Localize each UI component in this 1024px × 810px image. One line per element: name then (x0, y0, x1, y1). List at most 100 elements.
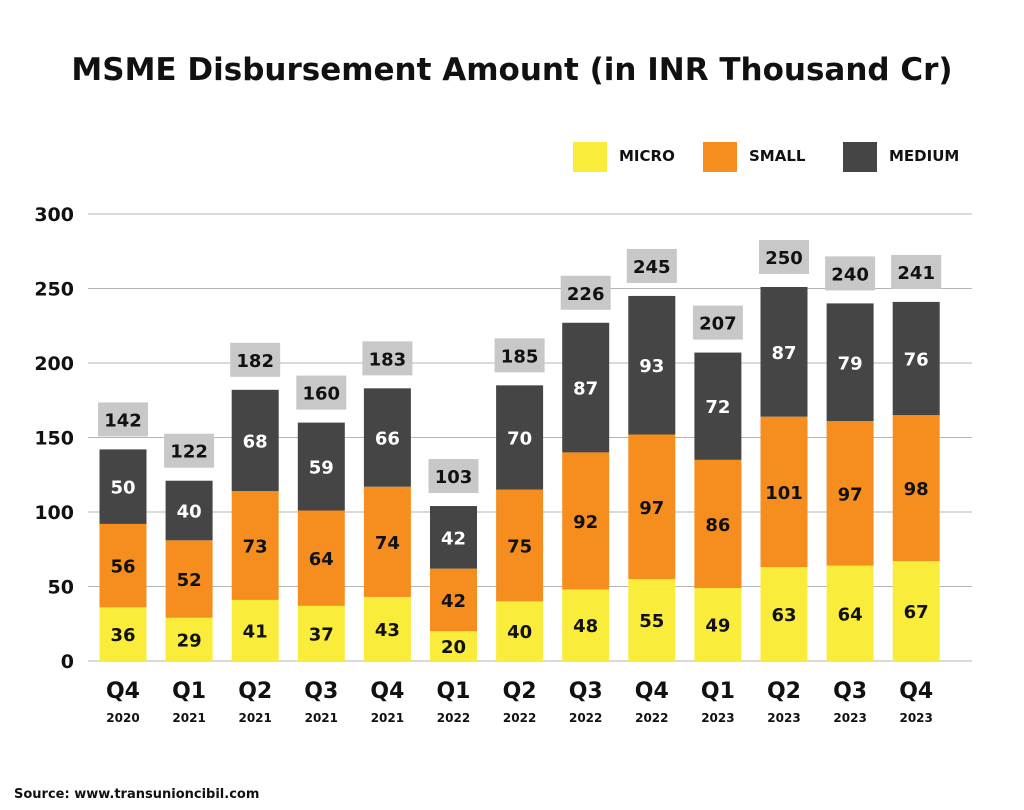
data-label-medium: 40 (177, 502, 202, 523)
x-tick-year: 2023 (767, 711, 800, 725)
x-tick-year: 2021 (238, 711, 271, 725)
y-tick-label: 100 (34, 502, 74, 524)
data-label-micro: 49 (705, 615, 730, 636)
x-tick-quarter: Q3 (304, 679, 338, 704)
data-label-medium: 87 (573, 379, 598, 400)
total-label: 185 (501, 346, 539, 367)
data-label-small: 52 (177, 570, 202, 591)
bar-segment-small (628, 434, 676, 580)
total-label: 207 (699, 314, 737, 335)
bar-segment-micro (430, 631, 477, 661)
total-label-box (296, 375, 347, 410)
bar-segment-micro (694, 587, 742, 661)
bar-segment-micro (496, 601, 544, 661)
total-label: 245 (633, 257, 671, 278)
bar-segment-medium (99, 449, 147, 524)
bar-segment-small (430, 568, 477, 632)
data-label-medium: 72 (705, 397, 730, 418)
bar-segment-medium (694, 352, 742, 460)
data-label-medium: 79 (838, 353, 863, 374)
data-label-micro: 63 (771, 605, 796, 626)
bar-segment-small (562, 452, 610, 590)
data-label-medium: 68 (243, 431, 268, 452)
data-label-small: 73 (243, 537, 268, 558)
bar-segment-medium (363, 388, 411, 487)
data-label-micro: 37 (309, 624, 334, 645)
total-label: 183 (369, 349, 407, 370)
x-tick-year: 2023 (701, 711, 734, 725)
total-label: 182 (236, 351, 274, 372)
total-label-box (626, 248, 677, 283)
legend-label-small: SMALL (749, 147, 806, 165)
data-label-medium: 42 (441, 528, 466, 549)
bar-segment-small (760, 416, 808, 568)
data-label-micro: 48 (573, 616, 598, 637)
x-tick-quarter: Q2 (238, 679, 272, 704)
x-tick-quarter: Q2 (767, 679, 801, 704)
data-label-medium: 50 (110, 478, 135, 499)
chart-title: MSME Disbursement Amount (in INR Thousan… (71, 52, 953, 88)
bar-segment-medium (760, 287, 808, 417)
data-label-micro: 67 (904, 602, 929, 623)
data-label-medium: 70 (507, 429, 532, 450)
total-label: 142 (104, 410, 142, 431)
source-note: Source: www.transunioncibil.com (14, 787, 260, 802)
data-label-micro: 29 (177, 630, 202, 651)
data-label-small: 92 (573, 512, 598, 533)
data-label-medium: 93 (639, 356, 664, 377)
x-tick-quarter: Q3 (833, 679, 867, 704)
x-tick-quarter: Q2 (503, 679, 537, 704)
bar-segment-medium (231, 389, 279, 492)
bar-segment-medium (628, 295, 676, 435)
total-label-box (560, 275, 611, 310)
legend-swatch-small (703, 142, 737, 172)
x-tick-quarter: Q1 (436, 679, 470, 704)
bar-segment-micro (892, 561, 940, 661)
total-label: 103 (435, 467, 473, 488)
x-tick-year: 2021 (371, 711, 404, 725)
data-label-small: 98 (904, 479, 929, 500)
data-label-medium: 87 (771, 343, 796, 364)
y-tick-label: 300 (34, 204, 74, 226)
total-label: 250 (765, 248, 803, 269)
x-tick-quarter: Q4 (370, 679, 404, 704)
total-label-box (891, 254, 942, 289)
x-tick-quarter: Q4 (106, 679, 140, 704)
data-label-small: 75 (507, 537, 532, 558)
total-label-box (164, 433, 215, 468)
x-tick-quarter: Q4 (635, 679, 669, 704)
data-label-medium: 76 (904, 350, 929, 371)
data-label-small: 86 (705, 515, 730, 536)
bar-segment-micro (826, 565, 874, 661)
total-label: 241 (897, 263, 935, 284)
data-label-micro: 64 (838, 604, 863, 625)
total-label: 122 (170, 442, 208, 463)
x-tick-quarter: Q4 (899, 679, 933, 704)
x-tick-year: 2022 (503, 711, 536, 725)
x-tick-quarter: Q1 (701, 679, 735, 704)
bar-segment-medium (826, 303, 874, 422)
bar-segment-small (99, 523, 147, 608)
total-label: 160 (303, 384, 341, 405)
total-label-box (759, 240, 809, 275)
data-label-small: 97 (838, 484, 863, 505)
data-label-micro: 41 (243, 621, 268, 642)
x-tick-quarter: Q1 (172, 679, 206, 704)
data-label-medium: 59 (309, 458, 334, 479)
y-tick-label: 150 (34, 428, 74, 450)
x-tick-year: 2021 (305, 711, 338, 725)
bar-segment-small (165, 540, 213, 618)
legend-swatch-medium (843, 142, 877, 172)
bar-segment-small (694, 459, 742, 588)
bar-segment-small (231, 491, 279, 600)
bar-segment-small (496, 489, 544, 602)
legend-label-medium: MEDIUM (889, 147, 959, 165)
legend-swatch-micro (573, 142, 607, 172)
bar-segment-micro (363, 596, 411, 661)
data-label-small: 64 (309, 549, 334, 570)
total-label-box (494, 338, 545, 373)
total-label: 240 (831, 264, 869, 285)
bar-segment-micro (562, 589, 610, 661)
y-tick-label: 250 (34, 279, 74, 301)
